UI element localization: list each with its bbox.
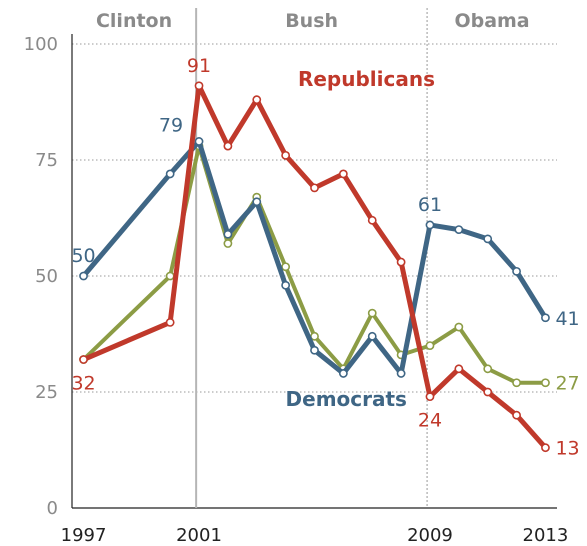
data-point-democrats bbox=[338, 369, 348, 378]
x-tick-label: 1997 bbox=[61, 525, 107, 546]
data-label: 61 bbox=[418, 194, 442, 216]
data-point-independents bbox=[281, 262, 291, 272]
y-tick-label: 50 bbox=[35, 266, 58, 287]
data-point-independents bbox=[541, 378, 550, 388]
data-point-democrats bbox=[454, 225, 464, 234]
data-point-democrats bbox=[512, 266, 521, 276]
data-point-independents bbox=[454, 322, 464, 332]
data-point-democrats bbox=[165, 169, 175, 179]
era-label: Obama bbox=[454, 10, 529, 32]
data-point-republicans bbox=[310, 183, 319, 193]
data-label: 32 bbox=[71, 373, 95, 395]
data-point-democrats bbox=[281, 280, 291, 290]
data-point-republicans bbox=[223, 141, 233, 151]
series-label: Republicans bbox=[298, 67, 435, 91]
data-point-republicans bbox=[165, 317, 175, 327]
data-point-independents bbox=[483, 364, 493, 374]
era-label: Bush bbox=[285, 10, 338, 32]
data-label: 41 bbox=[555, 308, 579, 330]
y-tick-label: 25 bbox=[35, 382, 58, 403]
data-label: 24 bbox=[418, 410, 442, 432]
data-point-democrats bbox=[425, 220, 435, 230]
data-point-republicans bbox=[483, 387, 493, 397]
y-tick-label: 100 bbox=[24, 34, 58, 55]
data-label: 50 bbox=[71, 245, 95, 267]
data-point-republicans bbox=[396, 257, 406, 267]
series-label: Democrats bbox=[286, 387, 407, 411]
data-point-republicans bbox=[281, 150, 291, 160]
data-point-democrats bbox=[79, 271, 88, 281]
data-point-republicans bbox=[79, 355, 88, 364]
era-label: Clinton bbox=[96, 10, 172, 32]
data-point-democrats bbox=[252, 197, 262, 207]
x-tick-label: 2009 bbox=[407, 525, 453, 546]
y-tick-label: 75 bbox=[35, 150, 58, 171]
data-label: 79 bbox=[159, 114, 183, 136]
data-point-independents bbox=[425, 341, 435, 350]
data-point-republicans bbox=[541, 443, 550, 453]
y-tick-label: 0 bbox=[47, 498, 58, 519]
data-point-democrats bbox=[367, 331, 377, 341]
data-point-independents bbox=[512, 378, 521, 388]
data-point-republicans bbox=[194, 81, 204, 91]
data-point-republicans bbox=[425, 392, 435, 402]
data-point-independents bbox=[223, 239, 233, 248]
data-label: 91 bbox=[187, 55, 211, 77]
data-point-independents bbox=[367, 308, 377, 318]
data-point-republicans bbox=[252, 95, 262, 105]
data-point-democrats bbox=[223, 229, 233, 239]
data-label: 13 bbox=[555, 438, 579, 460]
data-label: 27 bbox=[555, 373, 579, 395]
data-point-independents bbox=[165, 271, 175, 281]
data-point-republicans bbox=[367, 215, 377, 225]
x-tick-label: 2013 bbox=[523, 525, 569, 546]
data-point-republicans bbox=[454, 364, 464, 374]
data-point-democrats bbox=[194, 137, 204, 146]
x-tick-label: 2001 bbox=[176, 525, 222, 546]
data-point-republicans bbox=[338, 169, 348, 179]
data-point-republicans bbox=[512, 410, 521, 420]
data-point-democrats bbox=[483, 234, 493, 244]
data-point-democrats bbox=[396, 369, 406, 378]
data-point-democrats bbox=[541, 313, 550, 323]
data-point-democrats bbox=[310, 345, 319, 355]
